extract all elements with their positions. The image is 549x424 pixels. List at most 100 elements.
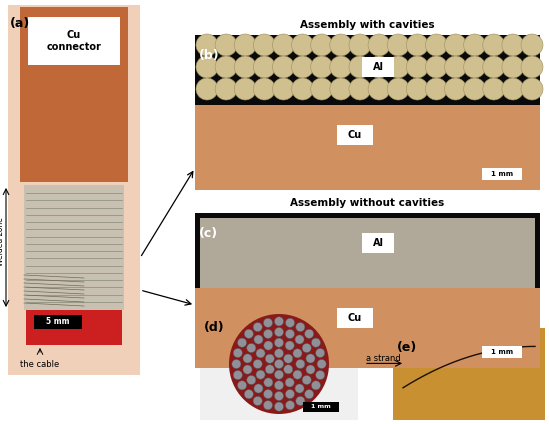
Circle shape <box>264 329 273 338</box>
Circle shape <box>406 34 428 56</box>
Circle shape <box>253 34 276 56</box>
Bar <box>362 233 394 253</box>
Circle shape <box>483 34 505 56</box>
Circle shape <box>243 365 252 374</box>
Circle shape <box>306 365 315 374</box>
Text: (a): (a) <box>10 17 30 30</box>
Text: (d): (d) <box>204 321 225 334</box>
Circle shape <box>349 78 371 100</box>
Circle shape <box>284 365 293 374</box>
Text: Assembly with cavities: Assembly with cavities <box>300 20 434 30</box>
Circle shape <box>502 78 524 100</box>
Circle shape <box>349 34 371 56</box>
Bar <box>28 17 120 65</box>
Circle shape <box>387 56 409 78</box>
Circle shape <box>285 318 295 327</box>
Circle shape <box>256 370 265 379</box>
Circle shape <box>302 343 311 353</box>
Circle shape <box>285 341 294 350</box>
Circle shape <box>274 381 284 390</box>
Circle shape <box>272 56 294 78</box>
Circle shape <box>274 327 284 337</box>
Circle shape <box>232 360 241 368</box>
Circle shape <box>483 56 505 78</box>
Circle shape <box>264 378 273 387</box>
Bar <box>482 346 522 358</box>
Circle shape <box>306 354 315 363</box>
Circle shape <box>254 335 263 344</box>
Circle shape <box>464 78 486 100</box>
Circle shape <box>425 56 447 78</box>
Circle shape <box>295 335 304 344</box>
Circle shape <box>215 56 237 78</box>
Circle shape <box>264 318 272 327</box>
Circle shape <box>316 349 325 357</box>
Circle shape <box>234 78 256 100</box>
Circle shape <box>330 56 352 78</box>
Circle shape <box>445 78 467 100</box>
Circle shape <box>521 78 543 100</box>
Bar <box>200 308 358 420</box>
Text: Al: Al <box>373 238 384 248</box>
Bar <box>26 310 122 345</box>
Circle shape <box>265 365 274 374</box>
Circle shape <box>296 396 305 405</box>
Circle shape <box>215 34 237 56</box>
Circle shape <box>238 338 247 347</box>
Text: a strand: a strand <box>366 354 401 363</box>
Circle shape <box>464 56 486 78</box>
Circle shape <box>253 323 262 332</box>
Circle shape <box>247 343 256 353</box>
Circle shape <box>244 329 254 338</box>
Circle shape <box>425 34 447 56</box>
Circle shape <box>502 34 524 56</box>
Bar <box>303 402 339 412</box>
Bar <box>8 5 140 375</box>
Circle shape <box>274 338 284 347</box>
Circle shape <box>296 360 305 368</box>
Circle shape <box>254 384 263 393</box>
Circle shape <box>521 34 543 56</box>
Circle shape <box>368 56 390 78</box>
Bar <box>24 185 124 310</box>
Circle shape <box>316 371 325 379</box>
Circle shape <box>387 78 409 100</box>
Text: Al: Al <box>373 62 384 72</box>
Bar <box>195 288 540 368</box>
Circle shape <box>274 402 284 411</box>
Text: 5 mm: 5 mm <box>46 318 70 326</box>
Circle shape <box>445 34 467 56</box>
Circle shape <box>368 34 390 56</box>
Bar <box>34 315 82 329</box>
Circle shape <box>253 78 276 100</box>
Circle shape <box>305 329 313 338</box>
Circle shape <box>285 378 294 387</box>
Circle shape <box>234 56 256 78</box>
Circle shape <box>234 34 256 56</box>
Text: Cu
connector: Cu connector <box>47 30 102 52</box>
Text: Cu: Cu <box>348 313 362 323</box>
Circle shape <box>317 360 326 368</box>
Circle shape <box>274 370 284 379</box>
Circle shape <box>233 371 243 379</box>
Circle shape <box>296 323 305 332</box>
Circle shape <box>253 360 262 368</box>
Circle shape <box>368 78 390 100</box>
Circle shape <box>330 34 352 56</box>
Circle shape <box>253 396 262 405</box>
Circle shape <box>292 34 313 56</box>
Bar <box>337 308 373 328</box>
Bar <box>195 35 540 190</box>
Circle shape <box>247 375 256 385</box>
Circle shape <box>284 354 293 363</box>
Circle shape <box>285 329 294 338</box>
Circle shape <box>406 56 428 78</box>
Circle shape <box>295 384 304 393</box>
Circle shape <box>302 375 311 385</box>
Circle shape <box>265 354 274 363</box>
Circle shape <box>521 56 543 78</box>
Circle shape <box>196 78 218 100</box>
Circle shape <box>330 78 352 100</box>
Bar <box>393 328 545 420</box>
Circle shape <box>229 314 329 414</box>
